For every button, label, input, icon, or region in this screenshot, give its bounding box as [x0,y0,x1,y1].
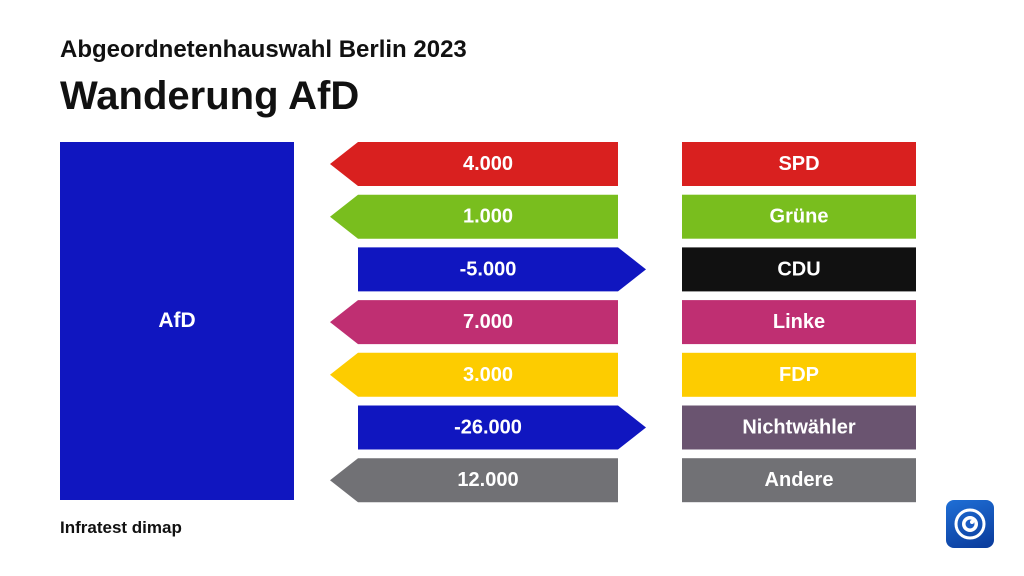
flow-arrow-left [330,300,618,345]
party-label-box [682,194,916,239]
party-label-text: FDP [779,364,819,386]
source-label: Infratest dimap [60,518,182,537]
party-box-label: AfD [158,309,196,332]
flow-arrow-left [330,352,618,397]
flow-arrow-right [358,247,646,292]
flow-value-label: 3.000 [463,364,513,386]
flow-value-label: -5.000 [460,258,517,280]
flow-arrow-right [358,405,646,450]
flow-arrow-left [330,194,618,239]
flow-value-label: 12.000 [457,469,518,491]
flow-row: -26.000 Nichtwähler [358,405,916,450]
flow-value-label: 1.000 [463,206,513,228]
party-label-text: Nichtwähler [742,417,856,439]
party-label-box [682,300,916,345]
party-label-text: CDU [777,258,820,280]
flow-row: 4.000 SPD [330,142,916,186]
logo-glyph-icon [954,508,986,540]
tagesschau-logo-icon [946,500,994,548]
party-label-box [682,247,916,292]
flow-value-label: 4.000 [463,153,513,175]
chart-title: Wanderung AfD [60,74,360,118]
flow-row: 7.000 Linke [330,300,916,345]
flow-row: 12.000 Andere [330,458,916,503]
party-label-text: SPD [778,153,819,175]
flow-value-label: 7.000 [463,311,513,333]
chart-subtitle: Abgeordnetenhauswahl Berlin 2023 [60,36,467,63]
party-label-text: Linke [773,311,825,333]
party-label-box [682,352,916,397]
party-box-afd: AfD [60,142,294,500]
flow-value-label: -26.000 [454,417,522,439]
flow-arrow-left [330,458,618,503]
party-label-text: Grüne [770,206,829,228]
party-label-box [682,142,916,186]
party-label-box [682,458,916,503]
party-label-box [682,405,916,450]
flow-row: -5.000 CDU [358,247,916,292]
flow-arrow-left [330,142,618,186]
flow-row: 1.000 Grüne [330,194,916,239]
party-label-text: Andere [765,469,834,491]
flow-row: 3.000 FDP [330,352,916,397]
